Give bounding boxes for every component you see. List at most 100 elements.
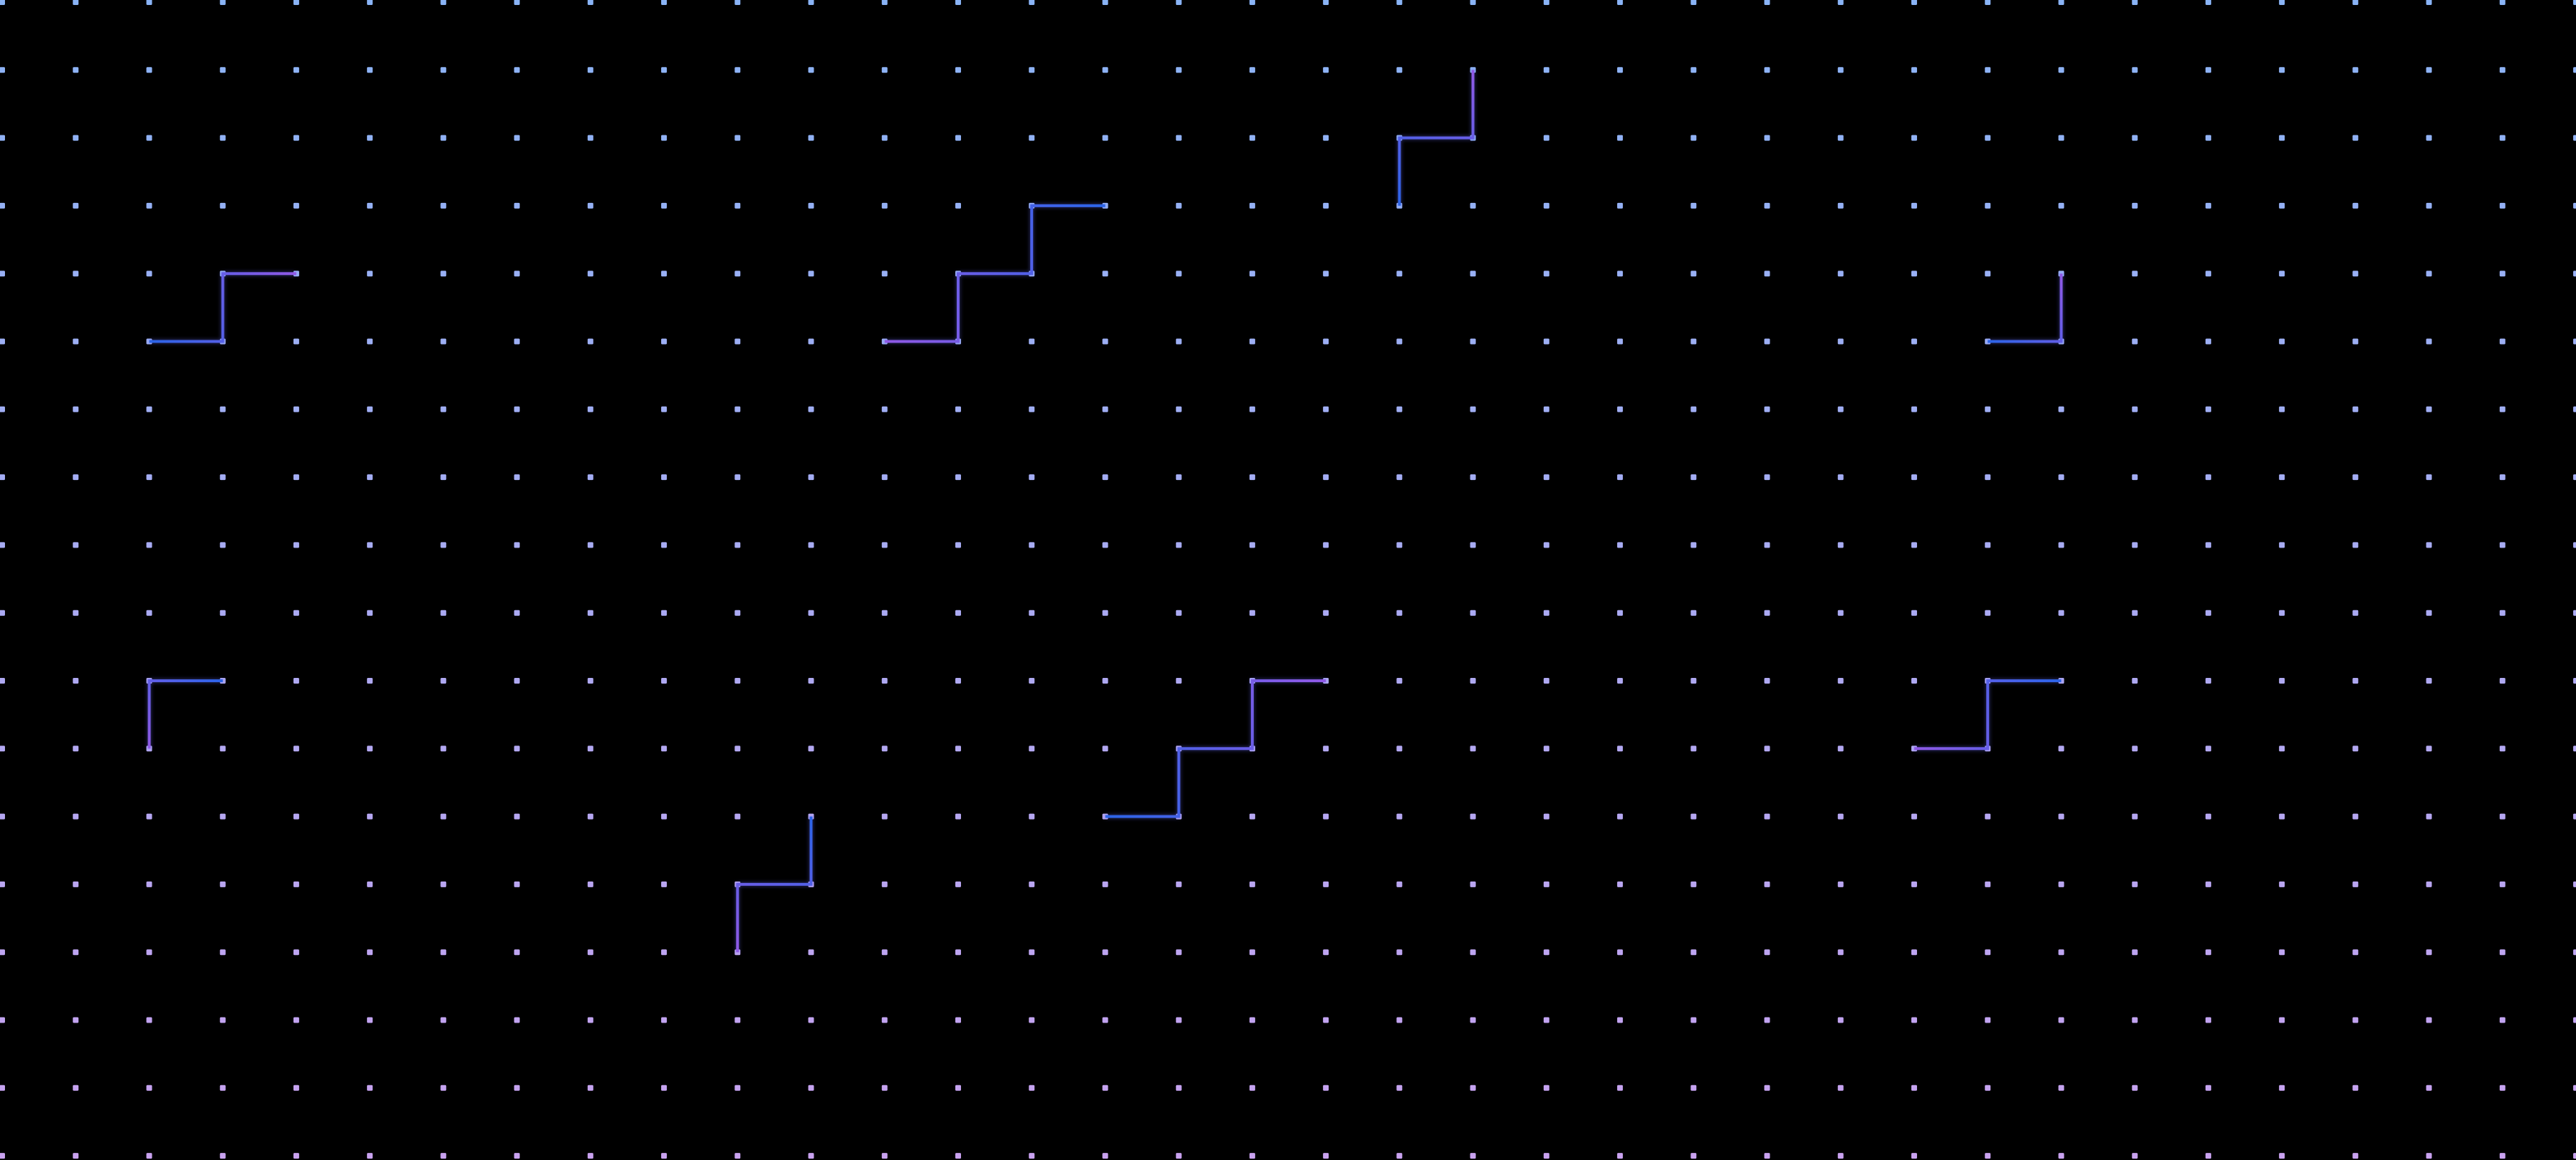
- grid-dot: [1764, 271, 1770, 277]
- grid-dot: [808, 67, 814, 73]
- grid-dot: [2279, 67, 2285, 73]
- grid-dot: [2058, 610, 2065, 616]
- grid-dot: [1764, 610, 1770, 616]
- grid-dot: [219, 881, 226, 887]
- grid-dot: [1102, 1153, 1108, 1159]
- grid-dot: [2058, 0, 2065, 5]
- grid-dot: [2426, 202, 2432, 209]
- grid-dot: [1175, 406, 1182, 412]
- grid-dot: [146, 406, 152, 412]
- grid-dot: [1470, 1085, 1476, 1091]
- grid-dot: [1175, 542, 1182, 548]
- grid-dot: [1837, 474, 1844, 481]
- grid-dot: [514, 1017, 520, 1023]
- grid-dot: [1323, 813, 1329, 820]
- grid-dot: [955, 406, 961, 412]
- grid-dot: [219, 610, 226, 616]
- grid-dot: [1249, 406, 1255, 412]
- grid-dot: [1985, 406, 1991, 412]
- grid-dot: [1102, 542, 1108, 548]
- grid-dot: [1543, 610, 1549, 616]
- grid-dot: [955, 1017, 961, 1023]
- grid-dot: [73, 678, 79, 684]
- grid-dot: [587, 202, 593, 209]
- grid-dot: [2573, 338, 2576, 345]
- grid-dot: [2499, 135, 2505, 141]
- grid-dot: [1764, 746, 1770, 752]
- grid-dot: [881, 542, 888, 548]
- grid-dot: [1617, 1085, 1624, 1091]
- grid-dot: [587, 881, 593, 887]
- grid-dot: [1617, 542, 1624, 548]
- grid-dot: [1029, 1153, 1035, 1159]
- grid-dot: [0, 1153, 5, 1159]
- grid-dot: [1323, 949, 1329, 956]
- grid-dot: [514, 1085, 520, 1091]
- grid-dot: [734, 474, 741, 481]
- grid-dot: [0, 406, 5, 412]
- grid-dot: [661, 1017, 668, 1023]
- grid-dot: [1323, 1153, 1329, 1159]
- grid-dot: [734, 135, 741, 141]
- grid-dot: [955, 949, 961, 956]
- grid-dot: [367, 0, 373, 5]
- grid-dot: [293, 1017, 299, 1023]
- grid-dot: [2058, 542, 2065, 548]
- grid-dot: [1837, 271, 1844, 277]
- grid-dot: [1543, 474, 1549, 481]
- grid-dot: [1911, 610, 1917, 616]
- grid-dot: [367, 813, 373, 820]
- staircase-line: [736, 816, 813, 953]
- grid-dot: [1617, 610, 1624, 616]
- grid-dot: [881, 610, 888, 616]
- grid-dot: [1617, 881, 1624, 887]
- grid-dot: [1249, 542, 1255, 548]
- grid-dot: [367, 542, 373, 548]
- grid-dot: [0, 338, 5, 345]
- grid-dot: [1837, 135, 1844, 141]
- grid-dot: [1911, 0, 1917, 5]
- grid-dot: [2279, 1085, 2285, 1091]
- grid-dot: [1985, 949, 1991, 956]
- grid-dot: [661, 746, 668, 752]
- grid-dot: [881, 67, 888, 73]
- grid-dot: [514, 474, 520, 481]
- grid-dot: [587, 542, 593, 548]
- grid-dot: [661, 1085, 668, 1091]
- grid-dot: [219, 135, 226, 141]
- grid-dot: [1323, 1017, 1329, 1023]
- grid-dot: [1175, 678, 1182, 684]
- grid-dot: [440, 1085, 447, 1091]
- grid-dot: [440, 406, 447, 412]
- grid-dot: [1175, 338, 1182, 345]
- grid-dot: [881, 1153, 888, 1159]
- grid-dot: [1764, 338, 1770, 345]
- grid-dot: [2426, 610, 2432, 616]
- grid-dot: [1617, 67, 1624, 73]
- grid-dot: [0, 271, 5, 277]
- grid-dot: [367, 881, 373, 887]
- grid-dot: [2205, 67, 2211, 73]
- grid-dot: [1985, 813, 1991, 820]
- grid-dot: [73, 0, 79, 5]
- grid-dot: [2279, 1153, 2285, 1159]
- grid-dot: [808, 1153, 814, 1159]
- grid-dot: [1102, 881, 1108, 887]
- grid-dot: [1617, 746, 1624, 752]
- grid-dot: [2426, 1085, 2432, 1091]
- grid-dot: [1470, 542, 1476, 548]
- grid-dot: [146, 474, 152, 481]
- grid-dot: [514, 678, 520, 684]
- grid-dot: [2058, 1085, 2065, 1091]
- grid-dot: [1837, 202, 1844, 209]
- grid-dot: [2352, 202, 2359, 209]
- grid-dot: [2573, 542, 2576, 548]
- grid-dot: [1690, 474, 1697, 481]
- grid-dot: [73, 135, 79, 141]
- grid-dot: [1102, 406, 1108, 412]
- grid-dot: [1617, 1153, 1624, 1159]
- grid-dot: [2352, 610, 2359, 616]
- grid-dot: [1911, 542, 1917, 548]
- grid-dot: [146, 949, 152, 956]
